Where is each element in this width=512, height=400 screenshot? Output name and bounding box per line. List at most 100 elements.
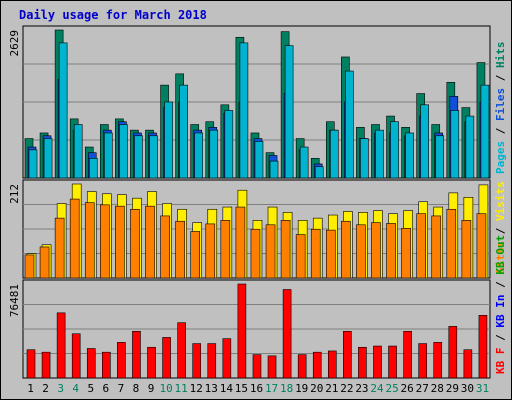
kb-bar [297, 354, 307, 379]
pages-bar [88, 157, 98, 179]
kb-bar [117, 342, 126, 379]
kb-bar [327, 350, 337, 379]
x-tick-label: 17 [265, 382, 278, 395]
sites-bar [84, 202, 95, 279]
kb-bar [71, 333, 81, 379]
pages-bar [164, 101, 173, 179]
sites-bar [39, 246, 50, 279]
pages-bar [269, 160, 279, 179]
sites-bar [175, 220, 185, 279]
pages-bar [149, 135, 158, 179]
sites-bar [401, 228, 411, 279]
x-tick-label: 8 [133, 382, 140, 395]
kb-bar [388, 345, 397, 379]
pages-bar [390, 121, 399, 179]
kb-bar [267, 355, 277, 379]
x-tick-label: 11 [175, 382, 188, 395]
x-tick-label: 26 [401, 382, 414, 395]
x-tick-label: 14 [220, 382, 234, 395]
pages-bar [224, 110, 234, 179]
legend-separator: / [494, 328, 507, 348]
x-tick-label: 25 [385, 382, 398, 395]
x-tick-label: 15 [235, 382, 248, 395]
pages-bar [360, 138, 369, 179]
kb-bar [312, 351, 322, 379]
pages-bar [73, 124, 83, 179]
kb-bar [26, 349, 36, 379]
sites-bar [461, 220, 472, 279]
sites-bar [295, 234, 306, 279]
sites-bar [476, 213, 487, 279]
legend-separator: / [494, 121, 507, 141]
kb-bar [86, 348, 96, 379]
kb-bar [358, 346, 367, 379]
legend-separator: / [494, 68, 507, 88]
panel-3-legend: KB F / KB In / KB Out [494, 235, 507, 374]
pages-bar [239, 42, 249, 179]
pages-bar [329, 129, 339, 179]
pages-bar [194, 132, 204, 179]
sites-bar [325, 229, 336, 279]
kb-bar [373, 345, 382, 379]
x-tick-label: 21 [325, 382, 338, 395]
panel-2-legend: Sites / Visits [494, 181, 507, 274]
legend-entry: Pages [494, 141, 507, 174]
x-tick-label: 1 [27, 382, 34, 395]
pages-bar [375, 129, 384, 179]
sites-bar [356, 224, 366, 279]
sites-bar [160, 215, 170, 279]
x-tick-label: 28 [431, 382, 444, 395]
x-tick-label: 16 [250, 382, 263, 395]
x-tick-label: 10 [159, 382, 172, 395]
sites-bar [145, 205, 155, 279]
pages-bar [134, 135, 143, 179]
pages-bar [43, 138, 53, 179]
x-tick-label: 27 [416, 382, 429, 395]
x-tick-label: 4 [72, 382, 79, 395]
sites-bar [235, 206, 246, 279]
pages-bar [299, 146, 309, 179]
kb-bar [41, 351, 51, 379]
kb-bar [147, 346, 156, 379]
sites-bar [115, 205, 125, 279]
x-tick-label: 24 [370, 382, 384, 395]
sites-bar [190, 231, 201, 279]
sites-bar [431, 215, 442, 279]
x-tick-label: 3 [57, 382, 64, 395]
kb-bar [448, 326, 458, 379]
kb-bar [403, 330, 412, 379]
kb-bar [177, 322, 186, 379]
kb-bar [433, 342, 443, 379]
kb-bar [162, 337, 171, 379]
kb-bar [222, 338, 232, 379]
sites-bar [54, 217, 65, 279]
sites-bar [386, 223, 396, 279]
pages-bar [28, 149, 38, 179]
sites-bar [220, 220, 231, 279]
pages-bar [179, 84, 188, 179]
x-tick-label: 7 [118, 382, 125, 395]
kb-bar [237, 283, 247, 379]
sites-bar [341, 220, 351, 279]
x-tick-label: 31 [476, 382, 489, 395]
pages-bar [465, 115, 475, 179]
x-tick-label: 20 [310, 382, 323, 395]
chart-title: Daily usage for March 2018 [19, 8, 207, 22]
legend-separator: / [494, 221, 507, 241]
sites-bar [250, 228, 261, 279]
sites-bar [24, 254, 35, 279]
x-tick-label: 13 [205, 382, 218, 395]
sites-bar [100, 204, 110, 279]
x-tick-label: 22 [340, 382, 353, 395]
legend-entry: KB F [494, 348, 507, 375]
pages-bar [405, 132, 414, 179]
legend-separator: / [494, 275, 507, 295]
pages-bar [345, 70, 354, 179]
pages-bar [254, 141, 264, 179]
pages-bar [450, 110, 460, 179]
pages-bar [284, 45, 294, 179]
sites-bar [310, 228, 321, 279]
sites-bar [205, 223, 216, 279]
pages-bar [119, 124, 128, 179]
pages-bar [104, 132, 113, 179]
